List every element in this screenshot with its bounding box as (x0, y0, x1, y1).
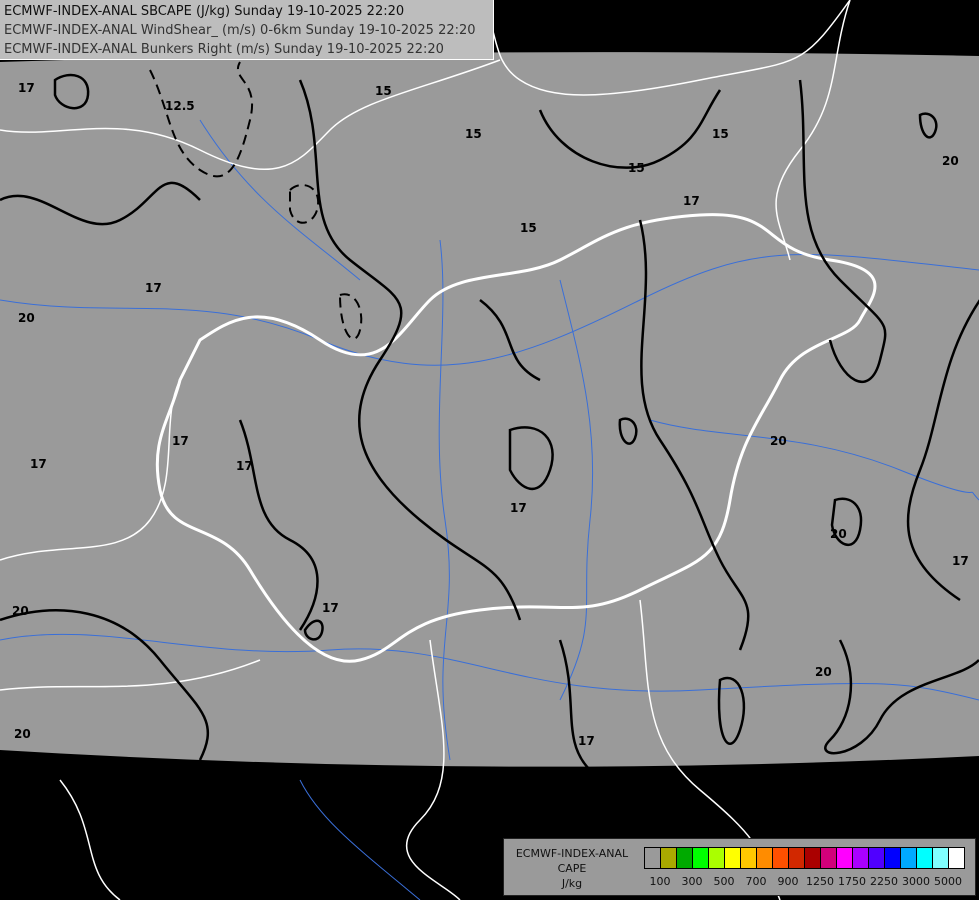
svg-text:15: 15 (465, 127, 482, 141)
legend-swatch (805, 848, 821, 868)
legend-swatch (661, 848, 677, 868)
contour-labels: 17 12.5 15 15 15 15 17 20 15 17 20 17 17… (12, 81, 969, 748)
legend-title-model: ECMWF-INDEX-ANAL (515, 847, 629, 860)
legend-swatch (837, 848, 853, 868)
title-sbcape: ECMWF-INDEX-ANAL SBCAPE (J/kg) Sunday 19… (4, 4, 405, 19)
svg-text:15: 15 (375, 84, 392, 98)
legend-swatch (901, 848, 917, 868)
legend-tick-label: 700 (745, 875, 767, 888)
title-bunkers: ECMWF-INDEX-ANAL Bunkers Right (m/s) Sun… (4, 42, 444, 57)
legend-tick-label: 1750 (838, 875, 866, 888)
svg-text:12.5: 12.5 (165, 99, 195, 113)
legend-swatch (885, 848, 901, 868)
svg-text:17: 17 (952, 554, 969, 568)
contours (0, 73, 979, 771)
svg-text:15: 15 (712, 127, 729, 141)
legend-color-bar (644, 847, 965, 869)
legend-title: ECMWF-INDEX-ANAL CAPE J/kg (508, 846, 636, 891)
svg-text:17: 17 (578, 734, 595, 748)
title-windshear: ECMWF-INDEX-ANAL WindShear_ (m/s) 0-6km … (4, 23, 476, 38)
legend-swatch (853, 848, 869, 868)
legend-tick-label: 5000 (934, 875, 962, 888)
svg-text:15: 15 (628, 161, 645, 175)
legend-swatch (709, 848, 725, 868)
svg-text:17: 17 (172, 434, 189, 448)
legend-tick-label: 500 (713, 875, 735, 888)
legend-tick-label: 1250 (806, 875, 834, 888)
svg-text:20: 20 (12, 604, 29, 618)
hungary-border (155, 213, 877, 663)
svg-text:17: 17 (145, 281, 162, 295)
svg-text:20: 20 (942, 154, 959, 168)
legend-swatch (821, 848, 837, 868)
svg-text:17: 17 (510, 501, 527, 515)
svg-text:20: 20 (815, 665, 832, 679)
svg-text:15: 15 (520, 221, 537, 235)
legend-tick-label: 100 (649, 875, 671, 888)
legend-swatch (741, 848, 757, 868)
svg-text:17: 17 (322, 601, 339, 615)
svg-text:17: 17 (30, 457, 47, 471)
data-area (0, 52, 979, 767)
svg-text:20: 20 (830, 527, 847, 541)
legend-tick-label: 900 (777, 875, 799, 888)
svg-text:20: 20 (18, 311, 35, 325)
legend-swatch (677, 848, 693, 868)
legend-swatch (773, 848, 789, 868)
svg-text:17: 17 (683, 194, 700, 208)
legend-swatch (869, 848, 885, 868)
legend-swatch (645, 848, 661, 868)
legend-tick-label: 2250 (870, 875, 898, 888)
legend-swatch (789, 848, 805, 868)
legend-swatch (949, 848, 964, 868)
svg-text:17: 17 (18, 81, 35, 95)
legend-swatch (917, 848, 933, 868)
legend-ticks: 100 300 500 700 900 1250 1750 2250 3000 5000 (644, 875, 974, 891)
legend-title-field: CAPE (557, 862, 587, 875)
country-borders (0, 0, 851, 900)
legend-title-unit: J/kg (561, 877, 583, 890)
map-title-box: ECMWF-INDEX-ANAL SBCAPE (J/kg) Sunday 19… (0, 0, 494, 60)
svg-text:20: 20 (770, 434, 787, 448)
svg-text:17: 17 (236, 459, 253, 473)
cape-legend: ECMWF-INDEX-ANAL CAPE J/kg 100 300 500 700 9… (503, 838, 976, 896)
legend-swatch (757, 848, 773, 868)
legend-swatch (725, 848, 741, 868)
legend-tick-label: 3000 (902, 875, 930, 888)
dashed-contours (149, 61, 363, 340)
legend-swatch (933, 848, 949, 868)
legend-swatch (693, 848, 709, 868)
rivers (0, 119, 979, 900)
legend-tick-label: 300 (681, 875, 703, 888)
svg-text:20: 20 (14, 727, 31, 741)
